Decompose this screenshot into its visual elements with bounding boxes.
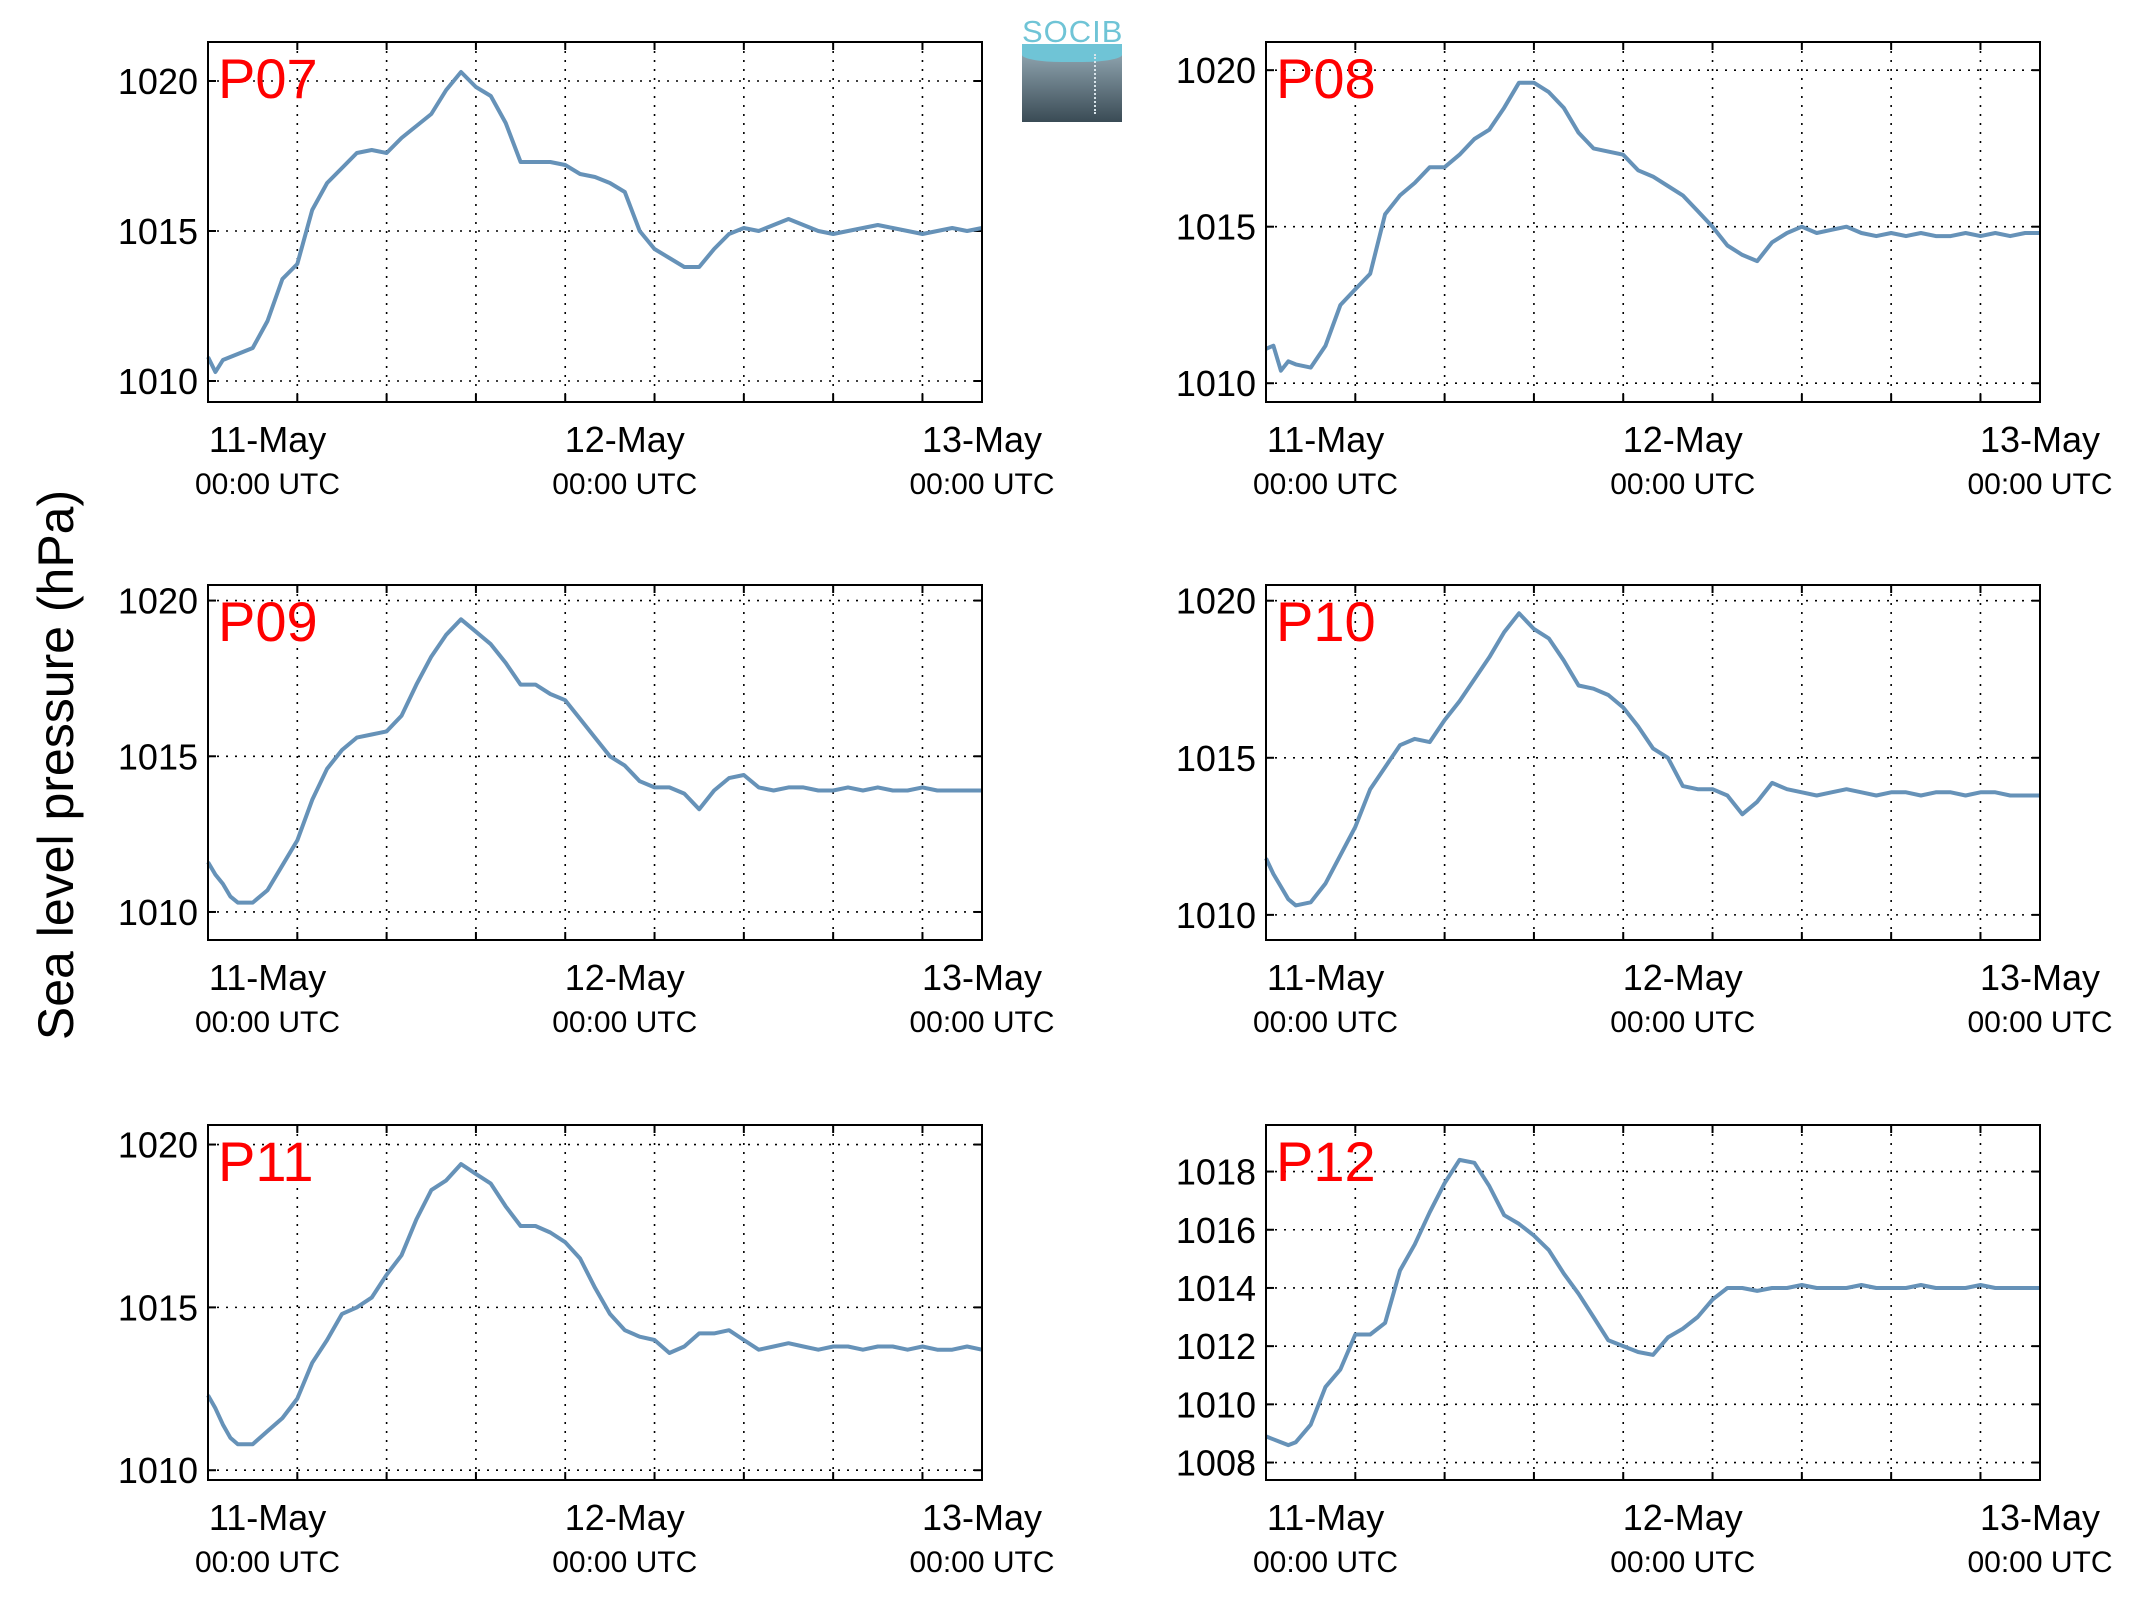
x-tick-label-time: 00:00 UTC [1253,1006,1398,1039]
y-tick-label: 1020 [118,61,198,102]
x-tick-label-date: 13-May [922,957,1042,998]
panel-p12: 1008 1010 1012 1014 1016 1018 P12 11-May 00:00 U… [1176,1124,2113,1579]
y-tick-label: 1016 [1176,1210,1256,1251]
y-tick-label: 1010 [118,361,198,402]
y-tick-label: 1010 [1176,895,1256,936]
x-tick-label-time: 00:00 UTC [1967,1546,2112,1579]
x-tick-label-date: 11-May [209,1497,326,1538]
y-tick-label: 1010 [1176,363,1256,404]
y-tick-label: 1008 [1176,1443,1256,1484]
plot-frame [207,584,983,941]
x-tick-label-date: 13-May [1980,957,2100,998]
panel-p08: 1010 1015 1020 P08 11-May 00:00 UTC 12-May 00:0… [1176,41,2113,501]
x-tick-label-time: 00:00 UTC [909,1546,1054,1579]
panel-p10: 1010 1015 1020 P10 11-May 00:00 UTC 12-May 00:0… [1176,581,2113,1039]
x-tick-label-time: 00:00 UTC [1610,1546,1755,1579]
plot-frame [1265,1124,2041,1481]
x-tick-label-time: 00:00 UTC [552,468,697,501]
x-tick-label-time: 00:00 UTC [195,1546,340,1579]
series-line [206,70,983,374]
plot-frame [207,41,983,403]
x-tick-label-date: 12-May [1623,957,1743,998]
plot-frame [207,1124,983,1481]
x-tick-label-date: 12-May [1623,1497,1743,1538]
plot-frame [1265,584,2041,941]
logo-mark [1094,54,1096,114]
x-tick-label-time: 00:00 UTC [1967,468,2112,501]
x-tick-label-date: 13-May [922,419,1042,460]
station-label: P10 [1276,590,1376,653]
station-label: P11 [218,1130,313,1193]
panel-p09: 1010 1015 1020 P09 11-May 00:00 UTC 12-May 00:0… [118,581,1055,1039]
x-tick-label-time: 00:00 UTC [1253,1546,1398,1579]
y-tick-label: 1014 [1176,1268,1256,1309]
panel-p11: 1010 1015 1020 P11 11-May 00:00 UTC 12-May 00:0… [118,1124,1055,1579]
y-tick-label: 1010 [118,1450,198,1491]
x-tick-label-date: 11-May [1267,957,1384,998]
logo-box [1022,54,1122,122]
x-tick-label-date: 11-May [209,419,326,460]
y-tick-label: 1015 [118,1287,198,1328]
x-tick-label-date: 12-May [565,419,685,460]
y-tick-label: 1010 [118,892,198,933]
x-tick-label-date: 11-May [1267,1497,1384,1538]
x-tick-label-time: 00:00 UTC [195,1006,340,1039]
socib-logo: SOCIB [1022,14,1122,122]
x-tick-label-time: 00:00 UTC [195,468,340,501]
series-line [206,1162,983,1447]
y-tick-label: 1015 [1176,738,1256,779]
y-tick-label: 1020 [118,1125,198,1166]
x-tick-label-time: 00:00 UTC [1610,468,1755,501]
station-label: P08 [1276,47,1376,110]
series-line [1264,611,2040,908]
x-tick-label-time: 00:00 UTC [552,1546,697,1579]
x-tick-label-date: 12-May [565,957,685,998]
y-tick-label: 1020 [118,581,198,622]
x-tick-label-date: 11-May [1267,419,1384,460]
x-tick-label-date: 11-May [209,957,326,998]
x-tick-label-time: 00:00 UTC [1253,468,1398,501]
series-line [1265,1157,2040,1448]
panel-p07: 1010 1015 1020 P07 11-May 00:00 UTC 12-May 00:0… [118,41,1055,501]
x-tick-label-date: 12-May [1623,419,1743,460]
logo-text: SOCIB [1022,14,1124,49]
y-tick-label: 1015 [118,211,198,252]
x-tick-label-time: 00:00 UTC [909,468,1054,501]
y-tick-label: 1018 [1176,1152,1256,1193]
y-tick-label: 1010 [1176,1384,1256,1425]
x-tick-label-date: 13-May [1980,1497,2100,1538]
y-tick-label: 1015 [118,736,198,777]
y-tick-label: 1012 [1176,1326,1256,1367]
y-tick-label: 1020 [1176,50,1256,91]
logo-wave [1022,44,1122,62]
x-tick-label-time: 00:00 UTC [909,1006,1054,1039]
x-tick-label-time: 00:00 UTC [1610,1006,1755,1039]
y-tick-label: 1020 [1176,581,1256,622]
x-tick-label-date: 12-May [565,1497,685,1538]
station-label: P12 [1276,1130,1376,1193]
x-tick-label-time: 00:00 UTC [552,1006,697,1039]
x-tick-label-date: 13-May [1980,419,2100,460]
station-label: P07 [218,47,318,110]
x-tick-label-time: 00:00 UTC [1967,1006,2112,1039]
plot-frame [1265,41,2041,403]
series-line [1265,80,2040,373]
y-tick-label: 1015 [1176,207,1256,248]
x-tick-label-date: 13-May [922,1497,1042,1538]
series-line [206,617,982,905]
station-label: P09 [218,590,318,653]
